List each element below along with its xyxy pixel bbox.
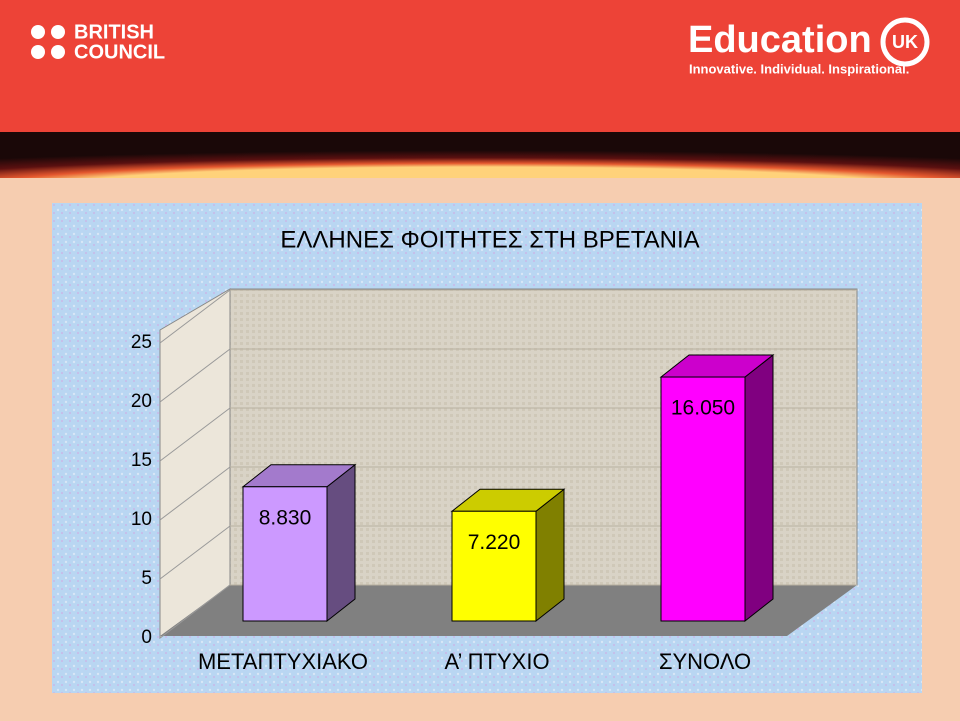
bar-side xyxy=(744,354,774,623)
grid-line xyxy=(159,407,231,462)
header-glow xyxy=(0,132,960,178)
tagline: Innovative. Individual. Inspirational. xyxy=(689,61,909,76)
grid-line xyxy=(159,584,231,639)
bar-side xyxy=(326,463,356,623)
y-tick-label: 15 xyxy=(131,450,152,471)
y-tick-label: 20 xyxy=(131,391,152,412)
grid-line xyxy=(159,525,231,580)
x-tick-label: Α’ ΠΤΥΧΙΟ xyxy=(444,649,549,674)
brand-line: COUNCIL xyxy=(74,41,165,63)
x-tick-label: ΜΕΤΑΠΤΥΧΙΑΚΟ xyxy=(198,649,368,674)
logo-badge-ring xyxy=(880,17,930,67)
logo-badge: UK xyxy=(892,32,918,52)
y-tick-label: 25 xyxy=(131,332,152,353)
logo-text: Education xyxy=(688,19,872,61)
grid-line xyxy=(159,289,231,344)
brand-line: BRITISH xyxy=(74,21,154,43)
bar xyxy=(242,486,328,622)
y-tick-label: 5 xyxy=(141,568,152,589)
bar xyxy=(660,376,746,622)
bar-side xyxy=(535,488,565,623)
grid-line xyxy=(159,466,231,521)
y-tick-label: 0 xyxy=(141,627,152,648)
header-band xyxy=(0,0,960,132)
bc-logo-dots xyxy=(31,25,65,59)
value-label: 7.220 xyxy=(468,531,521,554)
value-label: 16.050 xyxy=(671,397,735,420)
left-wall xyxy=(159,288,231,640)
y-tick-label: 10 xyxy=(131,509,152,530)
chart-title: ΕΛΛΗΝΕΣ ΦΟΙΤΗΤΕΣ ΣΤΗ ΒΡΕΤΑΝΙΑ xyxy=(280,226,699,253)
value-label: 8.830 xyxy=(259,506,312,529)
bar xyxy=(451,510,537,622)
x-tick-label: ΣΥΝΟΛΟ xyxy=(659,649,751,674)
grid-line xyxy=(159,348,231,403)
